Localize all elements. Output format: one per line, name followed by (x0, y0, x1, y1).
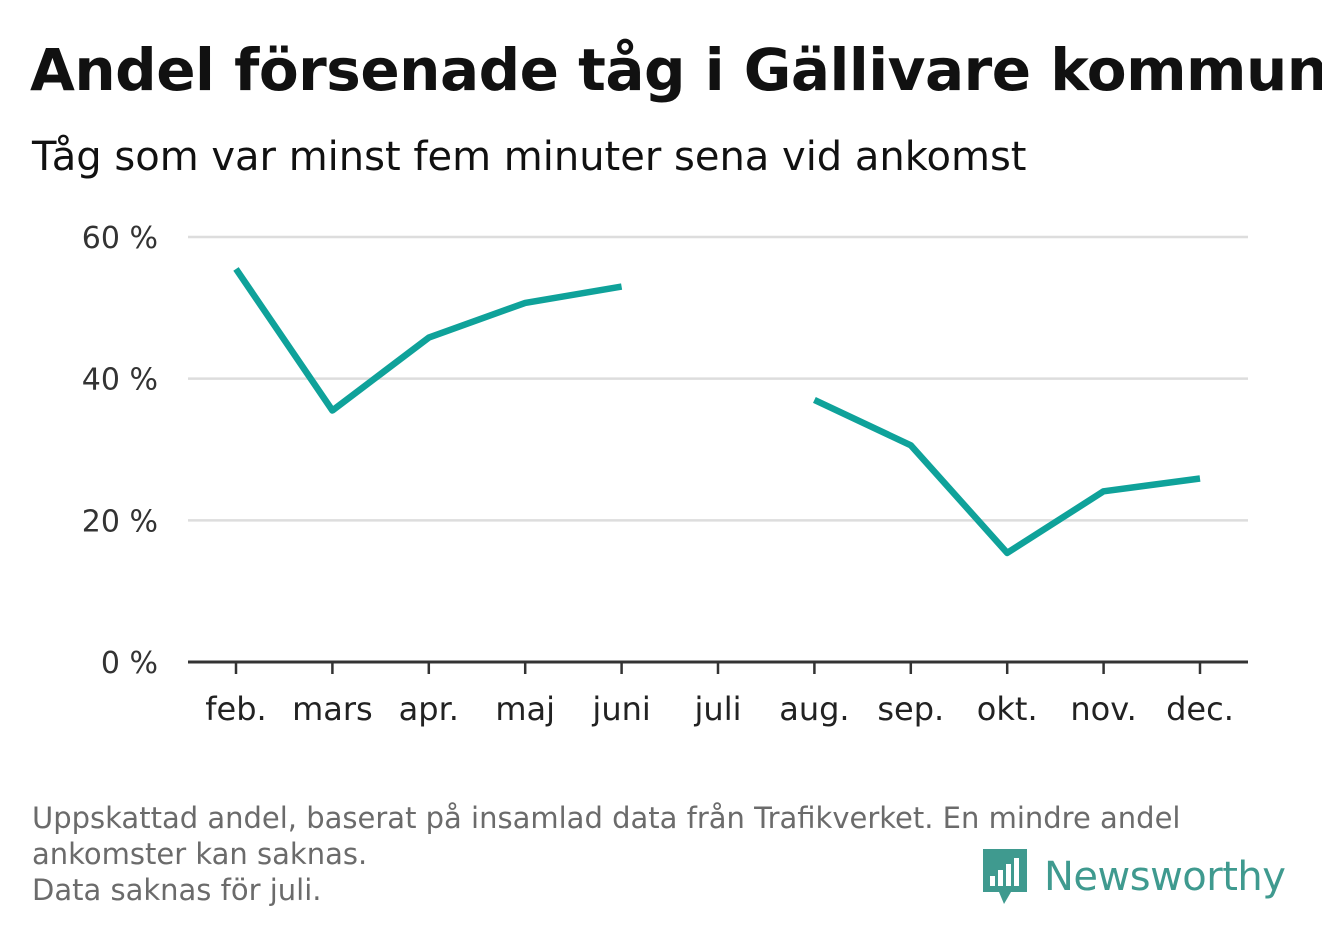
newsworthy-logo: Newsworthy (980, 846, 1286, 908)
line-chart: 0 % 20 % 40 % 60 % feb. mars apr. maj juni juli a… (82, 221, 1248, 728)
y-tick-label: 20 % (82, 504, 158, 539)
x-tick-label: okt. (977, 690, 1038, 728)
x-tick-label: apr. (399, 690, 459, 728)
x-tick-label: juni (591, 690, 650, 728)
y-tick-label: 40 % (82, 363, 158, 398)
y-tick-label: 0 % (101, 646, 158, 681)
bar-chart-speech-bubble-icon (983, 849, 1027, 904)
footnote-line-3: Data saknas för juli. (32, 873, 322, 907)
y-tick-label: 60 % (82, 221, 158, 256)
x-tick-labels: feb. mars apr. maj juni juli aug. sep. okt. nov. d… (205, 690, 1234, 728)
x-tick-label: juli (694, 690, 742, 728)
series-line (233, 267, 1201, 557)
y-tick-labels: 0 % 20 % 40 % 60 % (82, 221, 158, 681)
x-tick-label: nov. (1070, 690, 1136, 728)
footnote: Uppskattad andel, baserat på insamlad da… (32, 800, 1282, 908)
x-tick-label: feb. (205, 690, 266, 728)
logo-text: Newsworthy (1044, 854, 1286, 900)
x-tick-label: mars (292, 690, 373, 728)
x-tick-label: maj (495, 690, 555, 728)
x-tick-label: dec. (1166, 690, 1234, 728)
chart-title: Andel försenade tåg i Gällivare kommun (30, 36, 1322, 104)
chart-subtitle: Tåg som var minst fem minuter sena vid a… (32, 134, 1027, 180)
series-line-segment (233, 267, 623, 414)
footnote-line-1: Uppskattad andel, baserat på insamlad da… (32, 801, 1181, 835)
grid-lines (188, 235, 1248, 522)
x-tick-label: aug. (779, 690, 849, 728)
series-line-segment (813, 396, 1201, 557)
x-axis (188, 660, 1248, 674)
footnote-line-2: ankomster kan saknas. (32, 837, 368, 871)
x-tick-label: sep. (877, 690, 944, 728)
